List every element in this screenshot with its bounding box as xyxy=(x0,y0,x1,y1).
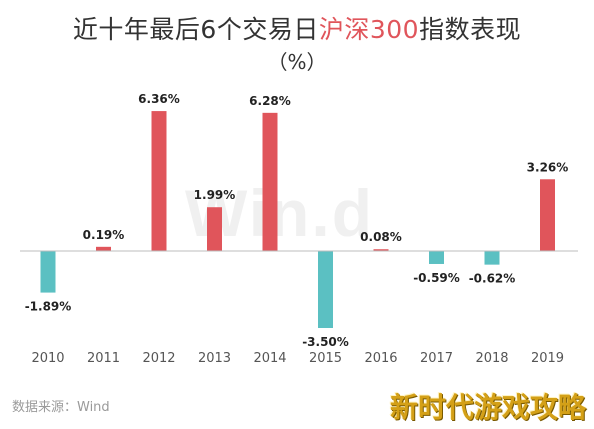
x-tick-2015: 2015 xyxy=(309,351,342,366)
x-tick-2012: 2012 xyxy=(142,351,175,366)
bar-2018 xyxy=(484,251,500,265)
bar-2015 xyxy=(318,251,333,328)
data-label-2014: 6.28% xyxy=(249,94,291,108)
bar-2011 xyxy=(96,246,111,251)
bar-2010 xyxy=(40,251,56,293)
title-part-2: 指数表现 xyxy=(419,15,522,44)
x-tick-2018: 2018 xyxy=(475,351,508,366)
x-tick-2013: 2013 xyxy=(198,351,231,366)
bar-2017 xyxy=(429,251,444,264)
data-label-2013: 1.99% xyxy=(194,188,236,202)
chart-subtitle: （%） xyxy=(267,50,327,74)
bar-2019 xyxy=(540,179,555,251)
data-label-2018: -0.62% xyxy=(469,272,516,286)
bar-2012 xyxy=(151,111,167,251)
bar-2016 xyxy=(373,249,389,251)
title-highlight: 沪深300 xyxy=(318,15,420,44)
data-label-2016: 0.08% xyxy=(360,230,402,244)
x-tick-2016: 2016 xyxy=(364,351,397,366)
data-label-2019: 3.26% xyxy=(527,160,569,174)
x-tick-2014: 2014 xyxy=(253,351,286,366)
data-label-2010: -1.89% xyxy=(25,300,72,314)
x-tick-2011: 2011 xyxy=(87,351,120,366)
data-label-2011: 0.19% xyxy=(83,228,125,242)
chart-title: 近十年最后6个交易日沪深300指数表现 xyxy=(0,10,594,46)
data-label-2012: 6.36% xyxy=(138,92,180,106)
x-tick-2017: 2017 xyxy=(420,351,453,366)
data-label-2017: -0.59% xyxy=(413,271,460,285)
corner-badge: 新时代游戏攻略 xyxy=(389,391,586,424)
bar-2014 xyxy=(262,112,278,251)
source-note: 数据来源：Wind xyxy=(12,400,110,415)
title-part-1: 近十年最后6个交易日 xyxy=(72,15,319,44)
x-tick-2010: 2010 xyxy=(31,351,64,366)
x-tick-2019: 2019 xyxy=(531,351,564,366)
data-label-2015: -3.50% xyxy=(302,335,349,349)
bar-2013 xyxy=(207,207,222,251)
